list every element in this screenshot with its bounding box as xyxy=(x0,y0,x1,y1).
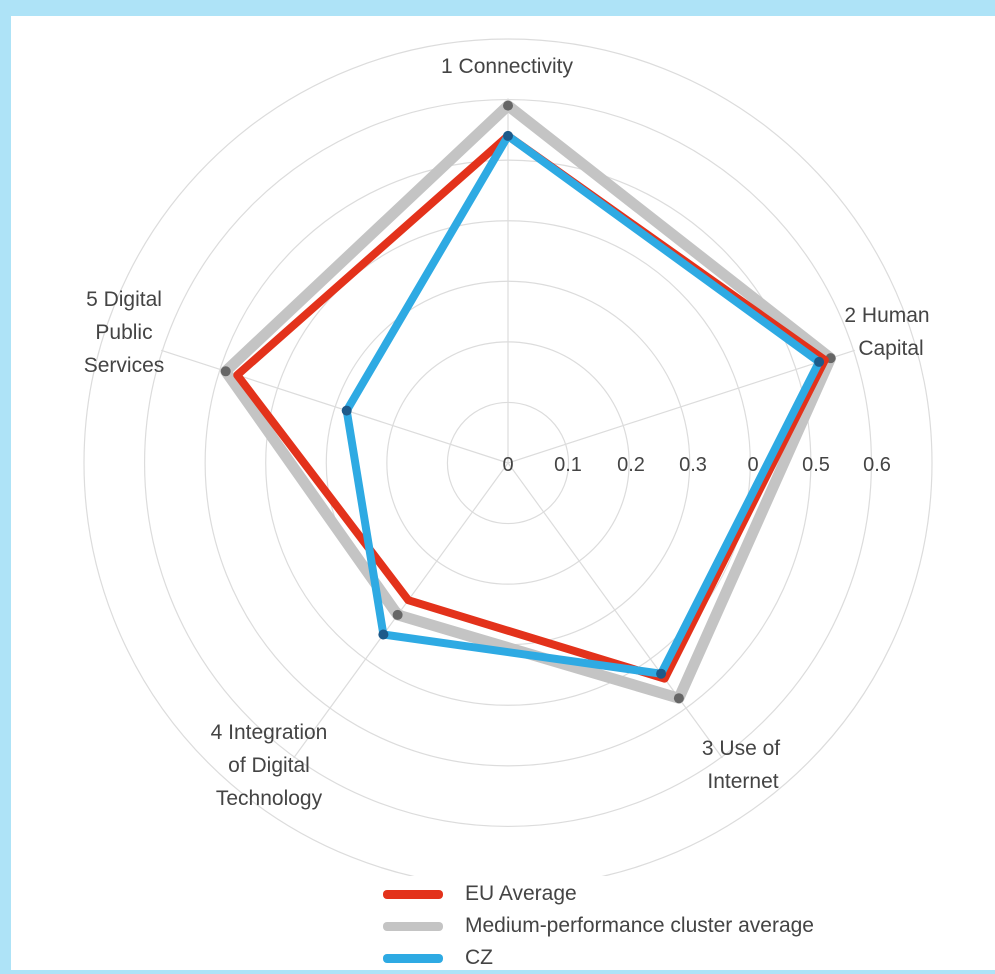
axis-label-human-capital-line2: Capital xyxy=(858,337,923,360)
tick-label: 0.3 xyxy=(679,454,707,476)
axis-label-integration-line1: 4 Integration xyxy=(211,721,328,744)
legend-item-cluster-average: Medium-performance cluster average xyxy=(383,910,814,942)
data-point-medium-performance-cluster-average xyxy=(503,100,513,111)
axis-label-integration-line3: Technology xyxy=(216,787,323,810)
data-point-cz xyxy=(656,668,667,679)
legend-swatch-cz xyxy=(383,953,443,963)
data-point-cz xyxy=(503,130,513,141)
axis-label-use-of-internet: 3 Use of Internet xyxy=(702,737,780,793)
data-point-cz xyxy=(378,629,389,640)
legend-swatch-cluster-average xyxy=(383,921,443,931)
legend-item-eu-average: EU Average xyxy=(383,878,814,910)
legend-swatch-eu-average xyxy=(383,889,443,899)
tick-label: 0.1 xyxy=(554,454,582,476)
tick-label: 0 xyxy=(502,454,513,476)
grid-ring xyxy=(83,38,933,876)
series-line-eu-average xyxy=(233,131,829,683)
data-point-cz xyxy=(341,405,352,416)
legend-label-cluster-average: Medium-performance cluster average xyxy=(465,914,814,937)
grid-spoke xyxy=(507,462,723,759)
axis-label-human-capital: 2 Human Capital xyxy=(844,304,929,360)
axis-labels: 1 Connectivity 2 Human Capital 3 Use of In… xyxy=(84,55,930,810)
tick-label: 0.6 xyxy=(863,454,891,476)
axis-label-integration: 4 Integration of Digital Technology xyxy=(211,721,328,810)
axis-label-dps-line1: 5 Digital xyxy=(86,288,162,311)
axis-label-digital-public-services: 5 Digital Public Services xyxy=(84,288,165,377)
data-point-cz xyxy=(814,356,825,367)
radar-series xyxy=(220,100,837,704)
tick-label: 0 xyxy=(747,454,758,476)
radial-ticks: 0 0.1 0.2 0.3 0 0.5 0.6 xyxy=(502,454,890,476)
axis-label-integration-line2: of Digital xyxy=(228,754,310,777)
grid-spoke xyxy=(161,349,509,464)
chart-panel: 0 0.1 0.2 0.3 0 0.5 0.6 1 Connectivity 2 Human… xyxy=(11,16,995,970)
data-point-medium-performance-cluster-average xyxy=(392,609,403,620)
legend-label-cz: CZ xyxy=(465,946,493,969)
axis-label-human-capital-line1: 2 Human xyxy=(844,304,929,327)
legend: EU Average Medium-performance cluster av… xyxy=(383,878,814,974)
legend-label-eu-average: EU Average xyxy=(465,882,577,905)
axis-label-dps-line2: Public xyxy=(95,321,152,344)
data-point-medium-performance-cluster-average xyxy=(220,366,231,377)
tick-label: 0.2 xyxy=(617,454,645,476)
axis-label-use-of-internet-line1: 3 Use of xyxy=(702,737,780,760)
series-line-cz xyxy=(342,131,824,678)
axis-label-use-of-internet-line2: Internet xyxy=(707,770,778,793)
grid-spoke xyxy=(507,349,855,464)
legend-item-cz: CZ xyxy=(383,942,814,974)
radar-chart: 0 0.1 0.2 0.3 0 0.5 0.6 1 Connectivity 2 Human… xyxy=(83,38,933,876)
tick-label: 0.5 xyxy=(802,454,830,476)
axis-label-dps-line3: Services xyxy=(84,354,165,377)
data-point-medium-performance-cluster-average xyxy=(673,693,684,704)
axis-label-connectivity: 1 Connectivity xyxy=(441,55,573,78)
series-line-medium-performance-cluster-average xyxy=(220,100,837,704)
